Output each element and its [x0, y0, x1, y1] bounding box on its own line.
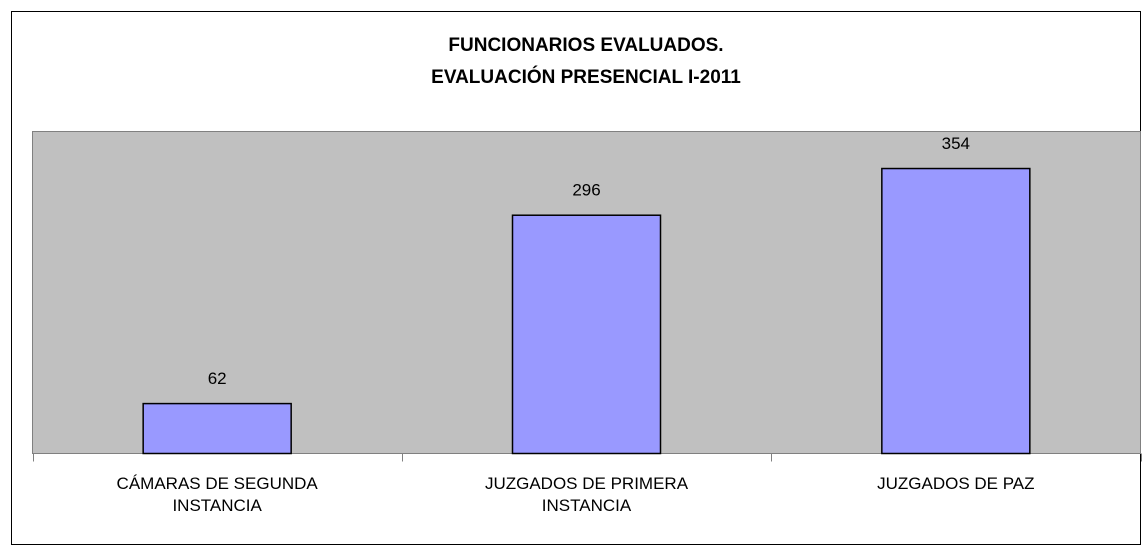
chart-title: FUNCIONARIOS EVALUADOS. — [448, 35, 723, 56]
x-tick-label: JUZGADOS DE PAZ — [877, 473, 1035, 493]
bar — [881, 167, 1031, 455]
bar — [142, 402, 292, 455]
chart-title: EVALUACIÓN PRESENCIAL I-2011 — [431, 66, 741, 88]
value-label: 296 — [572, 181, 600, 200]
value-label: 354 — [942, 134, 970, 153]
bar — [511, 214, 662, 455]
x-tick-label: JUZGADOS DE PRIMERA INSTANCIA — [484, 473, 689, 515]
value-label: 62 — [208, 369, 227, 388]
x-tick-label: CÁMARAS DE SEGUNDA INSTANCIA — [116, 473, 318, 515]
